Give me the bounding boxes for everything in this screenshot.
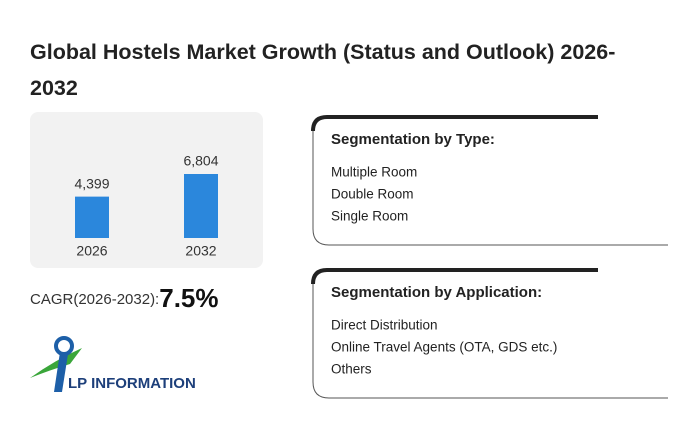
- logo-body: [54, 352, 68, 392]
- bar: [75, 196, 109, 238]
- segment-title: Segmentation by Type:: [331, 131, 495, 148]
- segment-item: Online Travel Agents (OTA, GDS etc.): [331, 340, 557, 355]
- logo-head: [54, 336, 74, 356]
- segment-item: Multiple Room: [331, 165, 417, 180]
- logo-text: LP INFORMATION: [68, 375, 196, 392]
- box-bottom: [312, 284, 668, 399]
- box-top: [311, 268, 598, 285]
- segment-item: Direct Distribution: [331, 318, 438, 333]
- value-label: 4,399: [74, 175, 109, 191]
- page-title: Global Hostels Market Growth (Status and…: [30, 40, 616, 100]
- box-bottom: [312, 131, 668, 246]
- cagr-label: CAGR(2026-2032):: [30, 291, 159, 308]
- cagr-value: 7.5%: [159, 283, 218, 313]
- bar: [184, 174, 218, 238]
- segment-item: Double Room: [331, 187, 414, 202]
- logo: LP INFORMATION: [30, 336, 196, 392]
- box-top: [311, 115, 598, 132]
- value-label: 6,804: [183, 153, 218, 169]
- bar-chart: 4,399 2026 6,804 2032: [74, 153, 218, 259]
- chart-panel: [30, 112, 263, 268]
- segment-item: Others: [331, 362, 372, 377]
- segments: Segmentation by Type: Multiple Room Double…: [311, 115, 668, 399]
- cagr: CAGR(2026-2032):7.5%: [30, 283, 219, 313]
- logo-swoosh: [30, 348, 82, 378]
- segment-item: Single Room: [331, 209, 408, 224]
- x-tick-label: 2026: [76, 243, 107, 259]
- segment-title: Segmentation by Application:: [331, 284, 542, 301]
- x-tick-label: 2032: [185, 243, 216, 259]
